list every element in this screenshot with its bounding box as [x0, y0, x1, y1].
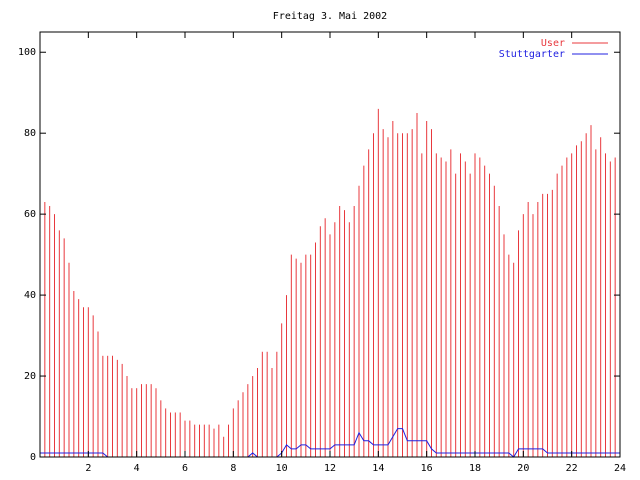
y-tick-label: 80: [24, 128, 36, 139]
x-tick-label: 4: [134, 463, 140, 474]
y-tick-label: 40: [24, 290, 36, 301]
x-tick-label: 6: [182, 463, 188, 474]
x-tick-label: 12: [324, 463, 336, 474]
y-tick-label: 60: [24, 209, 36, 220]
x-tick-label: 18: [469, 463, 481, 474]
y-tick-label: 20: [24, 371, 36, 382]
legend-label: Stuttgarter: [499, 49, 565, 60]
x-tick-label: 14: [372, 463, 384, 474]
x-tick-label: 24: [614, 463, 626, 474]
x-tick-label: 22: [566, 463, 578, 474]
chart-title: Freitag 3. Mai 2002: [273, 11, 387, 22]
x-tick-label: 20: [517, 463, 529, 474]
x-tick-label: 10: [276, 463, 288, 474]
y-tick-label: 0: [30, 452, 36, 463]
x-tick-label: 2: [85, 463, 91, 474]
x-tick-label: 8: [230, 463, 236, 474]
legend-label: User: [541, 38, 565, 49]
y-tick-label: 100: [18, 47, 36, 58]
x-tick-label: 16: [421, 463, 433, 474]
